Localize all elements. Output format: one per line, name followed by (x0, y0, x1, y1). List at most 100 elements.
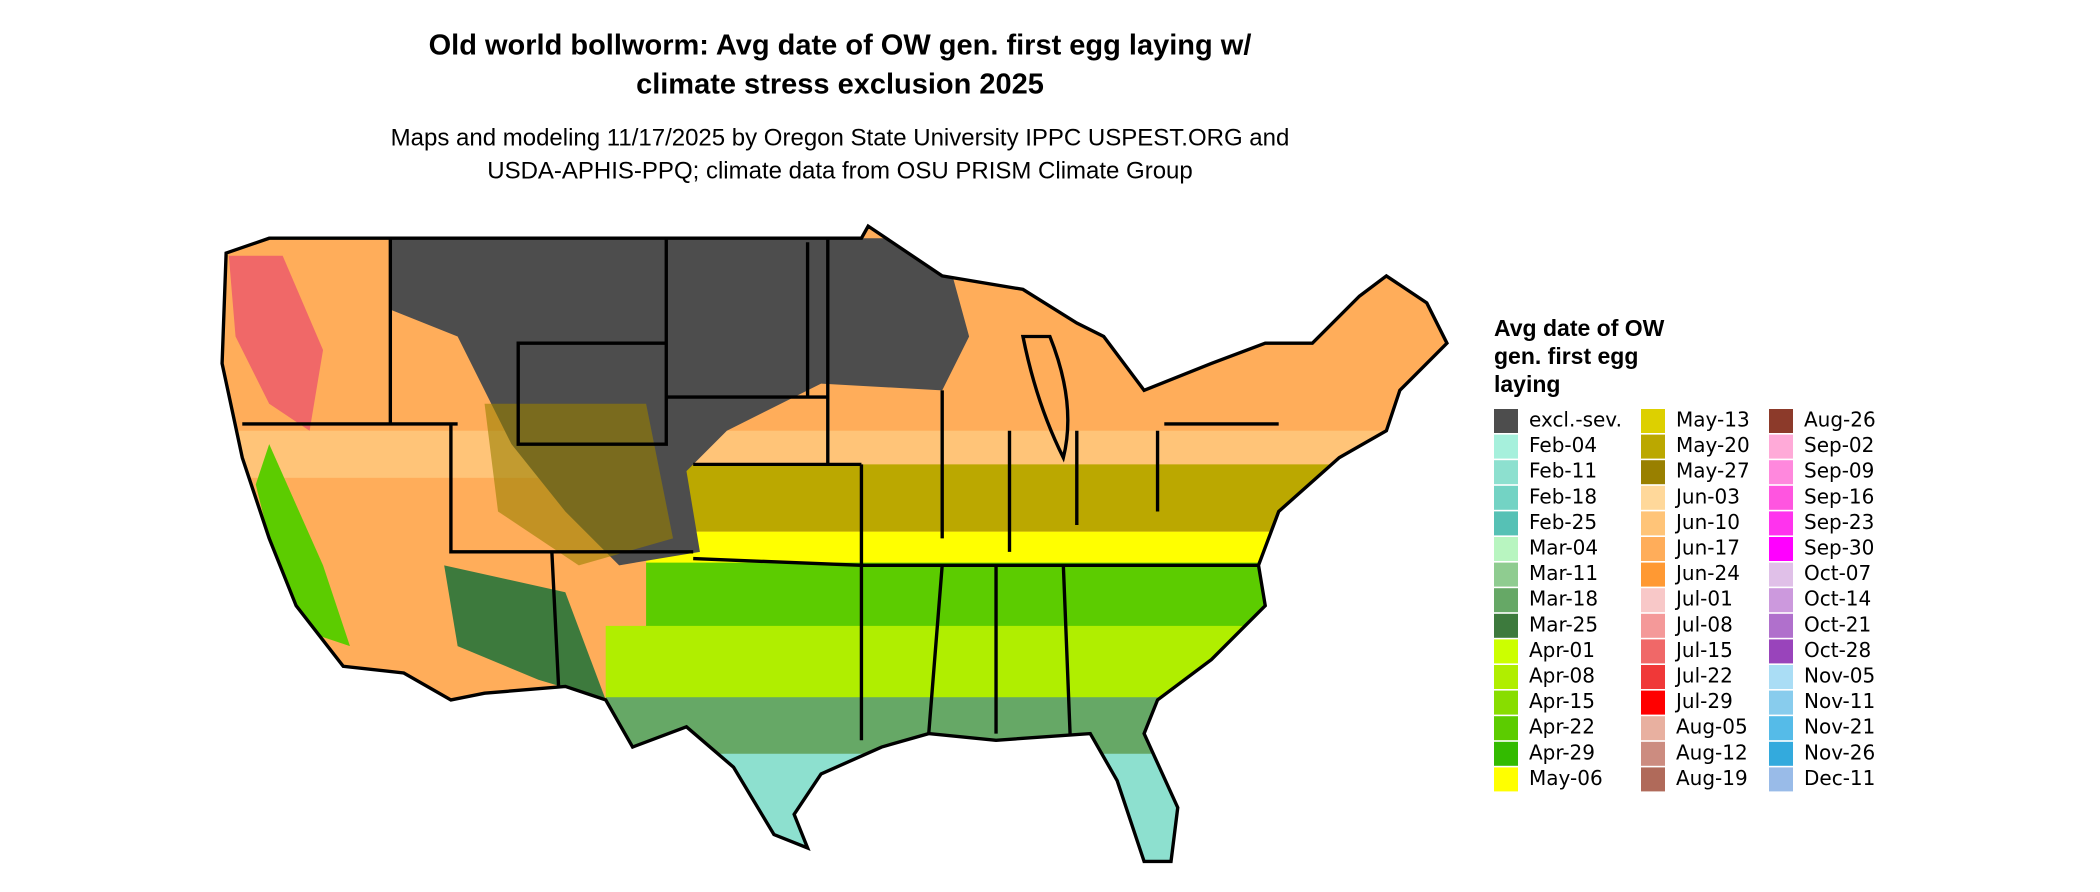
legend-label: Dec-11 (1804, 766, 1875, 790)
map-fill (222, 226, 1447, 862)
legend-swatch (1494, 511, 1518, 536)
legend-swatch (1769, 767, 1793, 792)
legend-label: Jul-22 (1674, 664, 1733, 688)
legend-swatch (1494, 409, 1518, 433)
legend-swatch (1494, 665, 1518, 689)
legend-label: Nov-21 (1804, 715, 1875, 739)
legend-swatch (1641, 767, 1665, 792)
legend-label: Nov-26 (1804, 740, 1875, 764)
legend-label: Aug-19 (1676, 766, 1748, 790)
legend-swatch (1494, 434, 1518, 459)
legend-label: excl.-sev. (1529, 408, 1622, 432)
legend-label: Sep-09 (1804, 459, 1874, 483)
legend-label: Mar-04 (1529, 536, 1598, 560)
legend-label: Sep-02 (1804, 433, 1874, 457)
legend-swatch (1641, 485, 1665, 510)
legend-swatch (1769, 639, 1793, 664)
legend-label: Mar-25 (1529, 612, 1598, 636)
legend-swatch (1494, 485, 1518, 510)
legend-label: May-06 (1529, 766, 1603, 790)
legend-label: Oct-21 (1804, 612, 1871, 636)
legend-swatch (1641, 690, 1665, 715)
legend-label: Feb-18 (1529, 484, 1597, 508)
legend-label: Apr-01 (1529, 638, 1595, 662)
legend-swatch (1641, 588, 1665, 613)
legend-label: Mar-11 (1529, 561, 1598, 585)
legend-label: May-13 (1676, 408, 1750, 432)
legend-swatch (1769, 716, 1793, 741)
legend-swatch (1494, 588, 1518, 613)
legend-swatch (1641, 562, 1665, 587)
legend-label: Jun-24 (1674, 561, 1740, 585)
legend-swatch (1641, 639, 1665, 664)
legend-swatch (1641, 613, 1665, 638)
legend-label: Sep-16 (1804, 484, 1874, 508)
legend-label: Aug-05 (1676, 715, 1748, 739)
legend-label: Jul-15 (1674, 638, 1733, 662)
legend-label: Apr-08 (1529, 664, 1595, 688)
legend-swatch (1494, 562, 1518, 587)
legend-label: Feb-25 (1529, 510, 1597, 534)
legend-swatch (1769, 588, 1793, 613)
legend-label: Jul-08 (1674, 612, 1733, 636)
legend-swatch (1641, 741, 1665, 766)
title-line: Old world bollworm: Avg date of OW gen. … (429, 30, 1252, 62)
legend-label: Feb-04 (1529, 433, 1597, 457)
legend-label: Jun-10 (1674, 510, 1740, 534)
legend-swatch (1641, 409, 1665, 433)
legend-label: Oct-14 (1804, 587, 1871, 611)
map (220, 223, 1449, 864)
legend-swatch (1769, 741, 1793, 766)
legend-label: Oct-07 (1804, 561, 1871, 585)
legend-label: Jun-03 (1674, 484, 1740, 508)
legend-label: May-27 (1676, 459, 1750, 483)
legend-label: Jun-17 (1674, 536, 1740, 560)
legend-swatch (1769, 690, 1793, 715)
legend-swatch (1769, 409, 1793, 433)
legend-swatch (1769, 485, 1793, 510)
legend-label: Nov-05 (1804, 664, 1875, 688)
legend-swatch (1494, 537, 1518, 561)
legend-swatch (1641, 511, 1665, 536)
legend-swatch (1769, 511, 1793, 536)
legend-label: Apr-15 (1529, 689, 1595, 713)
legend-swatch (1769, 434, 1793, 459)
legend-swatch (1494, 460, 1518, 485)
legend-swatch (1769, 613, 1793, 638)
title-line: climate stress exclusion 2025 (636, 69, 1044, 101)
legend-swatch (1494, 741, 1518, 766)
legend-swatch (1494, 613, 1518, 638)
legend-label: Jul-01 (1674, 587, 1733, 611)
legend-swatch (1494, 716, 1518, 741)
legend-label: Sep-30 (1804, 536, 1874, 560)
legend-label: Mar-18 (1529, 587, 1598, 611)
legend-swatch (1494, 639, 1518, 664)
legend-swatch (1769, 562, 1793, 587)
legend-swatch (1494, 767, 1518, 792)
legend-swatch (1769, 460, 1793, 485)
legend-label: May-20 (1676, 433, 1750, 457)
legend: excl.-sev.Feb-04Feb-11Feb-18Feb-25Mar-04… (1494, 408, 1876, 792)
legend-label: Feb-11 (1529, 459, 1597, 483)
legend-label: Aug-12 (1676, 740, 1748, 764)
legend-swatch (1641, 716, 1665, 741)
subtitle-line: Maps and modeling 11/17/2025 by Oregon S… (391, 124, 1290, 151)
legend-label: Jul-29 (1674, 689, 1733, 713)
legend-swatch (1494, 690, 1518, 715)
legend-title-line: laying (1494, 371, 1560, 397)
legend-label: Apr-22 (1529, 715, 1595, 739)
state-lines (220, 223, 1449, 864)
legend-label: Nov-11 (1804, 689, 1875, 713)
legend-swatch (1641, 665, 1665, 689)
legend-swatch (1769, 537, 1793, 561)
legend-label: Apr-29 (1529, 740, 1595, 764)
legend-label: Aug-26 (1804, 408, 1876, 432)
legend-swatch (1641, 537, 1665, 561)
legend-swatch (1641, 460, 1665, 485)
legend-title-line: gen. first egg (1494, 343, 1638, 369)
legend-label: Oct-28 (1804, 638, 1871, 662)
legend-swatch (1641, 434, 1665, 459)
legend-swatch (1769, 665, 1793, 689)
legend-label: Sep-23 (1804, 510, 1874, 534)
